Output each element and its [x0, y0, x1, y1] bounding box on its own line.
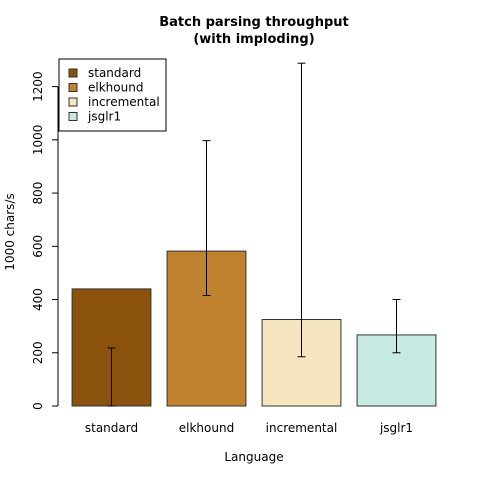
y-tick-label: 800 — [31, 182, 45, 205]
legend-label-jsglr1: jsglr1 — [87, 110, 121, 124]
y-tick-label: 600 — [31, 235, 45, 258]
bars — [71, 250, 437, 407]
y-tick-label: 0 — [31, 402, 45, 410]
y-tick-label: 400 — [31, 288, 45, 311]
y-tick-label: 1200 — [31, 71, 45, 102]
legend-label-elkhound: elkhound — [88, 81, 143, 95]
legend-swatch-elkhound — [68, 83, 78, 92]
legend-label-incremental: incremental — [88, 95, 160, 109]
legend-swatch-incremental — [68, 97, 78, 107]
x-tick-label-elkhound: elkhound — [179, 421, 234, 435]
x-tick-label-jsglr1: jsglr1 — [379, 421, 413, 435]
x-axis-label: Language — [224, 450, 283, 464]
y-axis-label: 1000 chars/s — [3, 193, 17, 270]
y-tick-label: 200 — [31, 341, 45, 364]
x-tick-label-incremental: incremental — [266, 421, 338, 435]
legend-swatch-jsglr1 — [68, 112, 78, 121]
legend-swatch-standard — [68, 68, 78, 78]
y-axis: 0 200 400 600 800 1000 1200 — [31, 71, 59, 410]
x-tick-labels: standard elkhound incremental jsglr1 — [85, 421, 413, 435]
error-bars — [107, 62, 401, 407]
chart-title: Batch parsing throughput — [159, 15, 349, 30]
legend-label-standard: standard — [88, 66, 141, 80]
x-tick-label-standard: standard — [85, 421, 138, 435]
y-tick-label: 1000 — [31, 125, 45, 156]
bar-jsglr1 — [356, 334, 437, 407]
chart-subtitle: (with imploding) — [193, 32, 314, 47]
